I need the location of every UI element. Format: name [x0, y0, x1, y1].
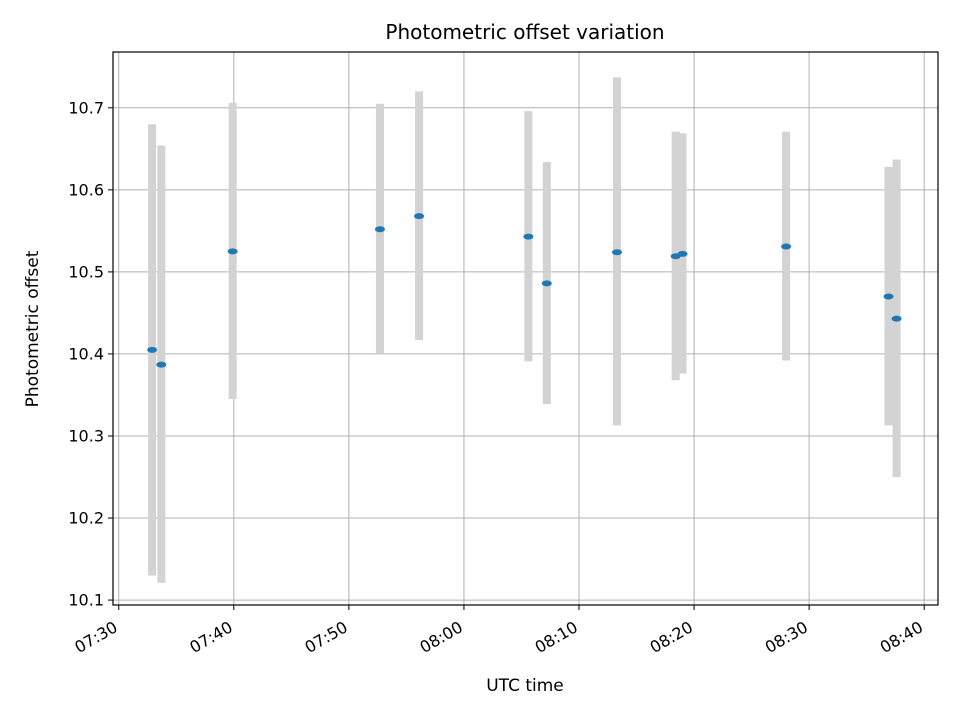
chart-title: Photometric offset variation	[385, 20, 664, 44]
data-point	[611, 249, 622, 256]
data-point	[883, 293, 894, 300]
y-tick-label: 10.2	[68, 509, 104, 528]
y-tick-label: 10.7	[68, 98, 104, 117]
y-axis-label: Photometric offset	[23, 250, 43, 407]
data-point	[541, 280, 552, 287]
data-point	[891, 315, 902, 322]
data-point	[677, 250, 688, 257]
data-point	[147, 346, 158, 353]
y-tick-label: 10.4	[68, 344, 104, 363]
y-tick-label: 10.3	[68, 426, 104, 445]
data-point	[156, 361, 167, 368]
data-points	[147, 213, 902, 368]
data-point	[227, 248, 238, 255]
data-point	[781, 243, 792, 250]
data-point	[414, 213, 425, 220]
y-tick-label: 10.1	[68, 591, 104, 610]
x-axis-label: UTC time	[486, 676, 564, 696]
plot-frame	[112, 51, 939, 606]
data-point	[374, 226, 385, 233]
data-point	[523, 233, 534, 240]
y-tick-label: 10.5	[68, 262, 104, 281]
y-tick-label: 10.6	[68, 180, 104, 199]
y-axis: 10.1 10.2 10.3 10.4 10.5 10.6 10.7	[68, 98, 113, 610]
